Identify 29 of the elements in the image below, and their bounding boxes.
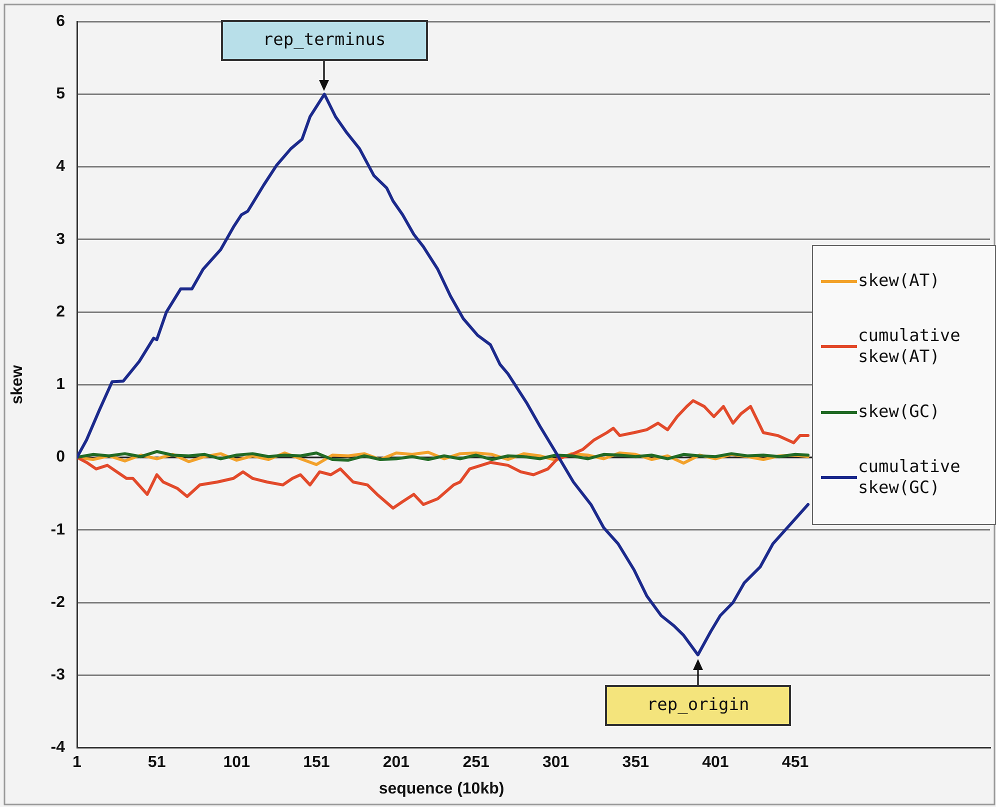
y-axis-title: skew: [9, 364, 26, 404]
y-tick-label: -3: [50, 666, 66, 684]
annotation: rep_terminus: [262, 30, 386, 52]
x-tick-label: 201: [382, 754, 410, 771]
x-tick-label: 251: [462, 754, 490, 771]
x-axis-title: sequence (10kb): [378, 780, 504, 798]
legend-label: skew(AT): [858, 270, 941, 292]
y-tick-label: 3: [56, 230, 66, 248]
legend-label: cumulative skew(AT): [858, 326, 962, 368]
x-tick-label: 351: [622, 754, 650, 771]
x-tick-label: 401: [702, 754, 729, 771]
x-tick-label: 301: [542, 754, 570, 771]
y-tick-label: -4: [50, 739, 66, 756]
annotation: rep_origin: [646, 694, 750, 716]
y-tick-label: 0: [56, 448, 66, 466]
y-tick-label: -1: [50, 521, 66, 538]
x-tick-label: 451: [782, 754, 809, 771]
y-tick-label: 2: [56, 303, 66, 320]
x-tick-label: 101: [223, 754, 250, 771]
x-tick-label: 1: [72, 754, 82, 771]
legend-label: skew(GC): [858, 402, 941, 423]
y-tick-label: 5: [56, 86, 66, 103]
y-tick-label: 6: [56, 13, 66, 30]
y-tick-label: 1: [56, 376, 66, 394]
x-tick-label: 51: [148, 754, 166, 771]
y-tick-label: 4: [56, 158, 66, 176]
legend-label: cumulative skew(GC): [858, 456, 962, 499]
y-tick-label: -2: [50, 594, 66, 611]
x-tick-label: 151: [303, 754, 330, 771]
